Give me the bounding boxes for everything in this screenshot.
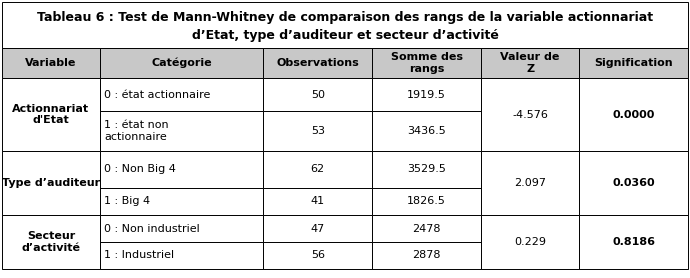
Bar <box>372 111 481 151</box>
Text: 1 : Big 4: 1 : Big 4 <box>104 197 150 207</box>
Bar <box>579 151 688 215</box>
Text: d’Etat, type d’auditeur et secteur d’activité: d’Etat, type d’auditeur et secteur d’act… <box>192 29 498 42</box>
Bar <box>372 242 481 269</box>
Text: 62: 62 <box>310 165 325 175</box>
Bar <box>100 215 264 242</box>
Text: 53: 53 <box>310 126 325 136</box>
Text: 0 : Non Big 4: 0 : Non Big 4 <box>104 165 176 175</box>
Bar <box>100 188 264 215</box>
Bar <box>264 78 372 111</box>
Text: -4.576: -4.576 <box>512 110 548 120</box>
Bar <box>579 215 688 269</box>
Text: 0 : Non industriel: 0 : Non industriel <box>104 224 199 234</box>
Text: 3436.5: 3436.5 <box>407 126 446 136</box>
Text: 0.0360: 0.0360 <box>612 178 655 188</box>
Bar <box>372 151 481 188</box>
Text: Catégorie: Catégorie <box>151 58 212 68</box>
Bar <box>264 151 372 188</box>
Bar <box>372 48 481 78</box>
Bar <box>579 48 688 78</box>
Text: Somme des
rangs: Somme des rangs <box>391 52 463 74</box>
Text: Valeur de
Z: Valeur de Z <box>500 52 560 74</box>
Text: Type d’auditeur: Type d’auditeur <box>2 178 100 188</box>
Text: 0.8186: 0.8186 <box>612 237 655 247</box>
Text: Secteur
d’activité: Secteur d’activité <box>21 231 81 253</box>
Text: 56: 56 <box>310 250 325 260</box>
Text: Observations: Observations <box>277 58 359 68</box>
Bar <box>264 188 372 215</box>
Bar <box>372 78 481 111</box>
Text: 0 : état actionnaire: 0 : état actionnaire <box>104 90 210 100</box>
Text: Tableau 6 : Test de Mann-Whitney de comparaison des rangs de la variable actionn: Tableau 6 : Test de Mann-Whitney de comp… <box>37 11 653 24</box>
Text: 1826.5: 1826.5 <box>407 197 446 207</box>
Bar <box>2 78 100 151</box>
Bar <box>100 151 264 188</box>
Bar <box>481 48 579 78</box>
Bar <box>2 151 100 215</box>
Text: 2.097: 2.097 <box>514 178 546 188</box>
Bar <box>100 48 264 78</box>
Bar <box>100 111 264 151</box>
Text: 1919.5: 1919.5 <box>407 90 446 100</box>
Text: Actionnariat
d'Etat: Actionnariat d'Etat <box>12 104 90 125</box>
Text: 0.0000: 0.0000 <box>612 110 655 120</box>
Bar <box>2 48 100 78</box>
Text: 1 : Industriel: 1 : Industriel <box>104 250 174 260</box>
Bar <box>264 111 372 151</box>
Bar <box>481 215 579 269</box>
Text: 2878: 2878 <box>413 250 441 260</box>
Bar <box>264 48 372 78</box>
Bar <box>372 188 481 215</box>
Text: 2478: 2478 <box>413 224 441 234</box>
Bar <box>372 215 481 242</box>
Text: 3529.5: 3529.5 <box>407 165 446 175</box>
Text: 50: 50 <box>310 90 325 100</box>
Text: Variable: Variable <box>26 58 77 68</box>
Text: 1 : état non
actionnaire: 1 : état non actionnaire <box>104 120 168 142</box>
Bar <box>2 215 100 269</box>
Bar <box>100 78 264 111</box>
Text: Signification: Signification <box>594 58 673 68</box>
Text: 41: 41 <box>310 197 325 207</box>
Bar <box>264 215 372 242</box>
Bar <box>100 242 264 269</box>
Bar <box>579 78 688 151</box>
Text: 47: 47 <box>310 224 325 234</box>
Bar <box>481 151 579 215</box>
Bar <box>264 242 372 269</box>
Text: 0.229: 0.229 <box>514 237 546 247</box>
Bar <box>2 2 688 48</box>
Bar <box>481 78 579 151</box>
